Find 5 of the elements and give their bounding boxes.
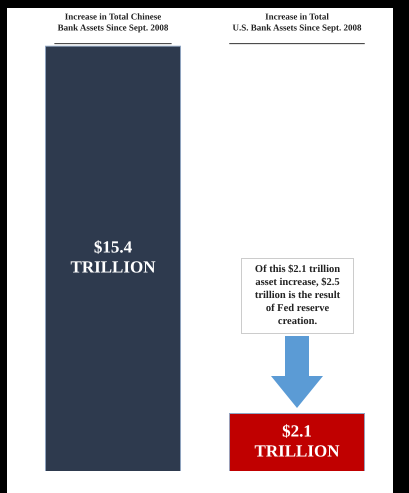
annotation: Of this $2.1 trillion asset increase, $2.5 trillion is the result of Fed reserve creation. bbox=[241, 258, 354, 334]
x-tick-label: Increase in Total U.S. Bank Assets Since Sept. 2008 bbox=[232, 12, 362, 33]
x-tick-label: Increase in Total Chinese Bank Assets Since Sept. 2008 bbox=[58, 12, 169, 33]
data-label: $15.4 TRILLION bbox=[70, 238, 156, 277]
data-label: $2.1 TRILLION bbox=[254, 421, 340, 460]
